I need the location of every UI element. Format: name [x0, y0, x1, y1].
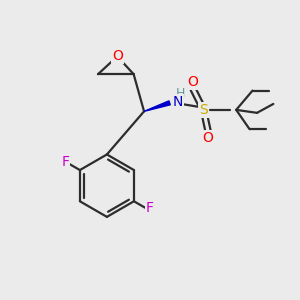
Text: H: H — [176, 87, 185, 100]
Text: O: O — [202, 131, 213, 145]
Text: S: S — [199, 103, 208, 117]
Text: F: F — [61, 155, 69, 170]
Text: N: N — [172, 95, 183, 110]
Text: O: O — [188, 75, 199, 88]
Polygon shape — [144, 101, 170, 111]
Text: O: O — [112, 50, 123, 63]
Text: F: F — [146, 201, 154, 215]
